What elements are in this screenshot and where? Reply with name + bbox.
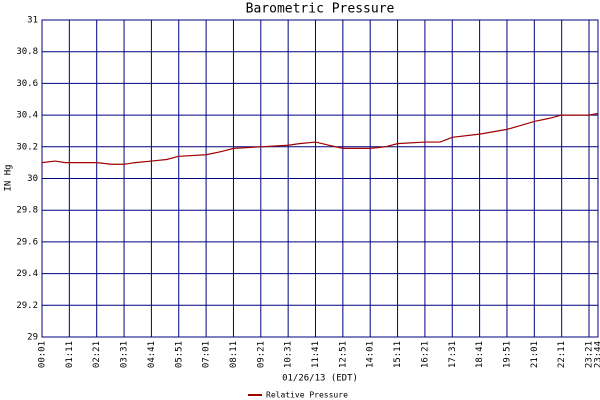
x-tick-label: 01:11: [65, 341, 75, 368]
data-line: [41, 112, 599, 165]
chart-title: Barometric Pressure: [246, 2, 395, 17]
x-tick-label: 17:31: [448, 341, 458, 368]
y-tick-label: 30.2: [16, 142, 38, 152]
x-tick-label: 00:01: [38, 341, 48, 368]
y-tick-label: 29.4: [16, 269, 38, 279]
y-axis-label: IN Hg: [4, 164, 14, 191]
x-tick-label: 22:11: [557, 341, 567, 368]
x-tick-label: 16:21: [420, 341, 430, 368]
y-tick-label: 29.8: [16, 206, 38, 216]
x-axis-label: 01/26/13 (EDT): [282, 374, 358, 384]
x-tick-label: 15:11: [393, 341, 403, 368]
y-tick-label: 31: [27, 16, 38, 26]
y-tick-label: 29: [27, 333, 38, 343]
x-tick-label: 23:44: [594, 341, 600, 368]
x-tick-label: 07:01: [202, 341, 212, 368]
x-tick-label: 18:41: [475, 341, 485, 368]
x-tick-label: 04:41: [147, 341, 157, 368]
x-tick-label: 11:41: [311, 341, 321, 368]
y-tick-label: 30: [27, 174, 38, 184]
x-tick-label: 14:01: [366, 341, 376, 368]
y-tick-label: 30.6: [16, 79, 38, 89]
y-tick-label: 30.4: [16, 111, 38, 121]
x-tick-label: 12:51: [338, 341, 348, 368]
x-tick-label: 05:51: [174, 341, 184, 368]
y-tick-label: 29.2: [16, 301, 38, 311]
x-tick-label: 23:21: [585, 341, 595, 368]
y-tick-label: 29.6: [16, 237, 38, 247]
x-tick-label: 10:31: [284, 341, 294, 368]
x-tick-label: 19:51: [502, 341, 512, 368]
y-tick-label: 30.8: [16, 47, 38, 57]
legend-label: Relative Pressure: [266, 391, 348, 400]
x-tick-label: 03:31: [120, 341, 130, 368]
x-tick-label: 08:11: [229, 341, 239, 368]
x-tick-label: 21:01: [530, 341, 540, 368]
x-tick-label: 02:21: [92, 341, 102, 368]
x-tick-label: 09:21: [256, 341, 266, 368]
